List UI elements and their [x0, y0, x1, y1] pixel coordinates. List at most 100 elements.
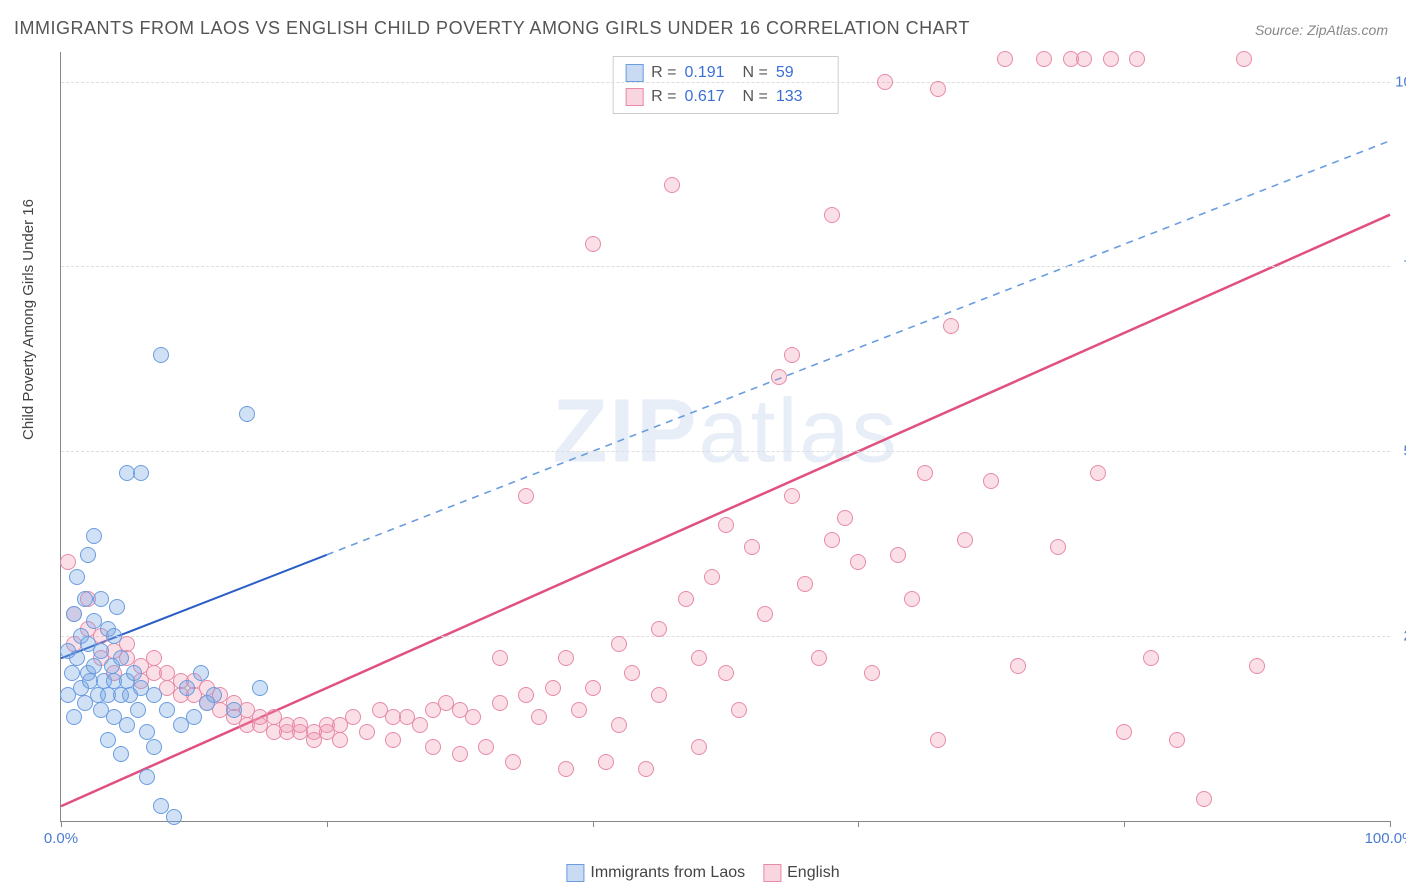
data-point [744, 539, 760, 555]
data-point [890, 547, 906, 563]
source-value: ZipAtlas.com [1307, 22, 1388, 38]
n-value-english: 133 [776, 88, 826, 106]
chart-container: IMMIGRANTS FROM LAOS VS ENGLISH CHILD PO… [0, 0, 1406, 892]
data-point [478, 739, 494, 755]
x-tick [593, 821, 594, 827]
series-legend: Immigrants from Laos English [566, 864, 839, 882]
data-point [332, 732, 348, 748]
data-point [93, 591, 109, 607]
data-point [86, 528, 102, 544]
data-point [784, 488, 800, 504]
data-point [1010, 658, 1026, 674]
legend-item-english: English [763, 864, 839, 882]
data-point [66, 709, 82, 725]
y-axis-label: Child Poverty Among Girls Under 16 [20, 199, 37, 440]
correlation-legend: R = 0.191 N = 59 R = 0.617 N = 133 [612, 56, 839, 114]
x-tick [1124, 821, 1125, 827]
data-point [1236, 51, 1252, 67]
data-point [492, 695, 508, 711]
data-point [93, 643, 109, 659]
data-point [1196, 791, 1212, 807]
gridline [61, 266, 1390, 267]
r-value-laos: 0.191 [685, 64, 735, 82]
chart-title: IMMIGRANTS FROM LAOS VS ENGLISH CHILD PO… [14, 18, 970, 39]
data-point [186, 709, 202, 725]
data-point [704, 569, 720, 585]
data-point [638, 761, 654, 777]
data-point [983, 473, 999, 489]
data-point [797, 576, 813, 592]
data-point [64, 665, 80, 681]
data-point [824, 532, 840, 548]
data-point [757, 606, 773, 622]
data-point [146, 650, 162, 666]
data-point [784, 347, 800, 363]
data-point [492, 650, 508, 666]
data-point [1129, 51, 1145, 67]
data-point [904, 591, 920, 607]
swatch-pink-icon [625, 88, 643, 106]
x-tick [1390, 821, 1391, 827]
gridline [61, 82, 1390, 83]
data-point [146, 687, 162, 703]
data-point [206, 687, 222, 703]
data-point [651, 621, 667, 637]
data-point [531, 709, 547, 725]
data-point [585, 236, 601, 252]
data-point [133, 465, 149, 481]
data-point [611, 717, 627, 733]
data-point [106, 628, 122, 644]
data-point [691, 739, 707, 755]
data-point [957, 532, 973, 548]
data-point [611, 636, 627, 652]
data-point [77, 591, 93, 607]
data-point [624, 665, 640, 681]
data-point [1249, 658, 1265, 674]
data-point [850, 554, 866, 570]
data-point [518, 488, 534, 504]
data-point [119, 717, 135, 733]
x-tick [327, 821, 328, 827]
data-point [193, 665, 209, 681]
x-tick [61, 821, 62, 827]
data-point [452, 746, 468, 762]
gridline [61, 636, 1390, 637]
data-point [60, 554, 76, 570]
data-point [718, 517, 734, 533]
data-point [943, 318, 959, 334]
x-tick-label: 100.0% [1365, 830, 1406, 847]
data-point [179, 680, 195, 696]
n-label: N = [743, 88, 768, 106]
data-point [1036, 51, 1052, 67]
x-tick [858, 821, 859, 827]
data-point [837, 510, 853, 526]
legend-item-laos: Immigrants from Laos [566, 864, 745, 882]
data-point [86, 658, 102, 674]
data-point [252, 680, 268, 696]
data-point [1143, 650, 1159, 666]
data-point [465, 709, 481, 725]
data-point [930, 81, 946, 97]
data-point [146, 739, 162, 755]
data-point [585, 680, 601, 696]
data-point [100, 732, 116, 748]
trend-lines [61, 52, 1390, 821]
data-point [664, 177, 680, 193]
data-point [1116, 724, 1132, 740]
data-point [558, 761, 574, 777]
r-label: R = [651, 88, 676, 106]
data-point [359, 724, 375, 740]
data-point [385, 732, 401, 748]
data-point [1169, 732, 1185, 748]
data-point [159, 702, 175, 718]
data-point [1050, 539, 1066, 555]
data-point [678, 591, 694, 607]
data-point [1076, 51, 1092, 67]
data-point [80, 547, 96, 563]
data-point [139, 724, 155, 740]
data-point [718, 665, 734, 681]
data-point [771, 369, 787, 385]
data-point [69, 569, 85, 585]
data-point [66, 606, 82, 622]
data-point [917, 465, 933, 481]
